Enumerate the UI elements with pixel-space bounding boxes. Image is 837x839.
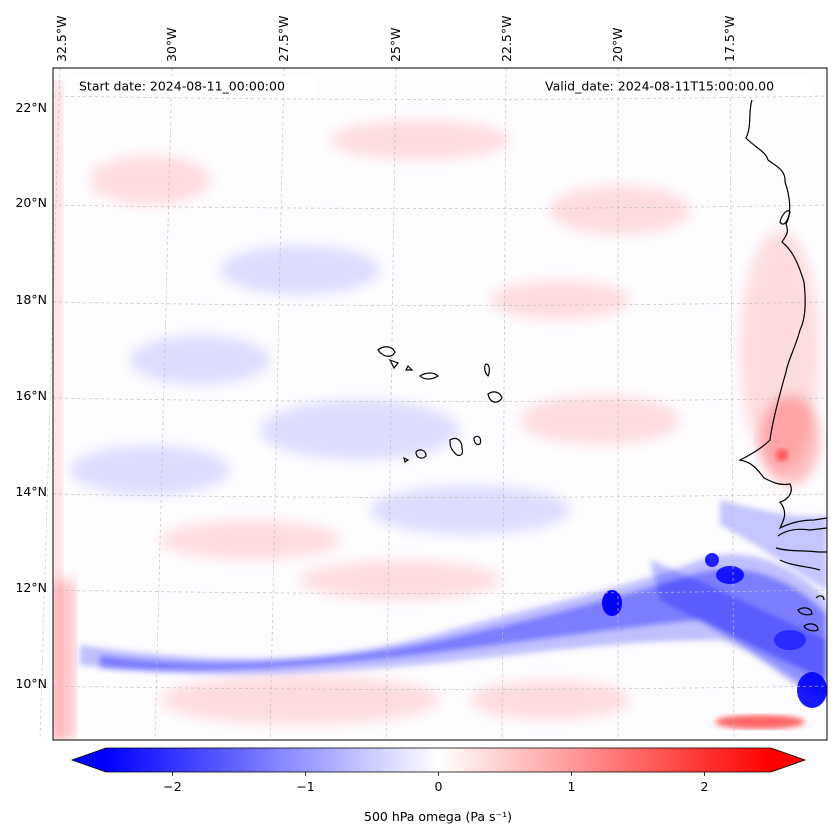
valid-date-label: Valid_date: 2024-08-11T15:00:00.00 — [545, 79, 774, 94]
lon-label: 25°W — [388, 27, 403, 62]
colorbar-tick-label: 2 — [701, 779, 709, 794]
lat-label: 22°N — [15, 100, 47, 115]
colorbar-tick-label: 0 — [435, 779, 443, 794]
lat-label: 12°N — [15, 580, 47, 595]
longitude-labels: 32.5°W 30°W 27.5°W 25°W 22.5°W 20°W 17.5… — [54, 16, 737, 62]
lat-label: 16°N — [15, 388, 47, 403]
colorbar-extend-max — [771, 748, 805, 772]
lat-label: 20°N — [15, 195, 47, 210]
omega-field — [53, 80, 827, 740]
colorbar-gradient — [106, 748, 771, 772]
start-date-box — [68, 76, 316, 96]
colorbar-outline — [70, 747, 807, 773]
lon-label: 20°W — [610, 27, 625, 62]
colorbar-tick-label: 1 — [568, 779, 576, 794]
start-date-label: Start date: 2024-08-11_00:00:00 — [79, 79, 285, 94]
colorbar-tick-label: −1 — [296, 779, 314, 794]
map-panel: Start date: 2024-08-11_00:00:00 Valid_da… — [39, 67, 828, 741]
colorbar-extend-min — [72, 748, 106, 772]
valid-date-box — [538, 76, 810, 96]
colorbar-ticks: −2 −1 0 1 2 — [163, 772, 708, 794]
lat-label: 14°N — [15, 484, 47, 499]
colorbar-tick-label: −2 — [163, 779, 181, 794]
lat-label: 10°N — [15, 676, 47, 691]
coastline — [377, 99, 827, 632]
graticule — [39, 67, 828, 741]
latitude-labels: 22°N 20°N 18°N 16°N 14°N 12°N 10°N — [15, 100, 47, 691]
lon-label: 32.5°W — [54, 16, 69, 62]
lon-label: 30°W — [164, 27, 179, 62]
map-frame — [52, 67, 828, 741]
lon-label: 22.5°W — [499, 16, 514, 62]
colorbar-label: 500 hPa omega (Pa s⁻¹) — [364, 809, 512, 824]
lat-label: 18°N — [15, 292, 47, 307]
colorbar: −2 −1 0 1 2 500 hPa omega (Pa s⁻¹) — [70, 747, 807, 824]
lon-label: 27.5°W — [276, 16, 291, 62]
lon-label: 17.5°W — [722, 16, 737, 62]
